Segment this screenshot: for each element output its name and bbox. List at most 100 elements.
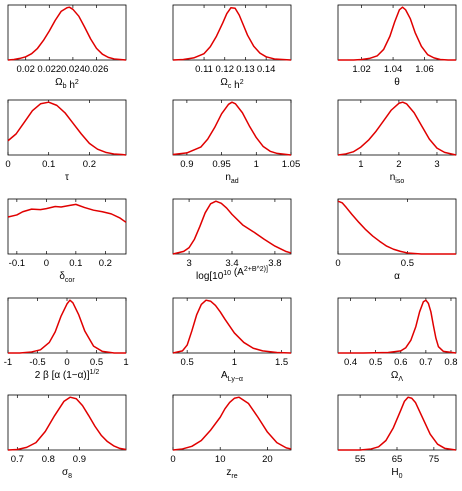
panel-3: 1.02 1.04 1.06 θ [337, 4, 457, 88]
axis-label: zre [226, 467, 237, 480]
axis-label: Ωc h2 [220, 77, 243, 91]
panel-1: 0.02 0.022 0.024 0.026 Ωb h2 [7, 4, 127, 91]
tick-label: -1 [4, 357, 12, 368]
tick-label: 1 [254, 159, 259, 170]
posterior-curve [7, 101, 127, 156]
tick-label: 0.8 [444, 357, 457, 368]
panel-frame [337, 297, 457, 354]
axis-label: log[1010 (A2+B^2)] [196, 266, 268, 282]
posterior-curve [338, 299, 457, 354]
tick-label: 1.5 [275, 357, 288, 368]
tick-label: 20 [262, 454, 273, 465]
tick-label: 0.7 [11, 454, 24, 465]
panel-frame [337, 198, 457, 255]
tick-label: 0.5 [369, 357, 382, 368]
tick-label: 0.2 [99, 258, 112, 269]
axis-label: τ [65, 172, 69, 183]
axis-label: H0 [391, 467, 402, 480]
posterior-curve [172, 396, 292, 451]
tick-label: 0.8 [42, 454, 55, 465]
tick-label: 3 [186, 258, 191, 269]
panel-frame [7, 4, 127, 61]
tick-label: 1.06 [415, 64, 434, 75]
tick-label: 0.12 [216, 64, 235, 75]
tick-label: 0.02 [16, 64, 35, 75]
tick-label: 0 [335, 258, 340, 269]
axis-label: σ8 [62, 467, 72, 480]
tick-label: 0.5 [401, 258, 414, 269]
tick-label: 0.14 [257, 64, 276, 75]
axis-label: 2 β [α (1−α)]1/2 [35, 369, 100, 381]
tick-label: 1.02 [352, 64, 371, 75]
tick-label: 0 [64, 357, 69, 368]
panel-10: -1 -0.5 0 0.5 1 2 β [α (1−α)]1/2 [4, 297, 129, 381]
panel-7: -0.1 0 0.1 0.2 δcor [7, 198, 127, 284]
tick-label: 0.024 [61, 64, 85, 75]
tick-label: 0.13 [236, 64, 255, 75]
panel-15: 55 65 75 H0 [337, 394, 457, 480]
posterior-curve [337, 200, 456, 255]
panel-6: 1 2 3 niso [337, 99, 457, 185]
tick-label: 3 [434, 159, 439, 170]
tick-label: 65 [392, 454, 403, 465]
tick-label: 0.022 [37, 64, 61, 75]
posterior-curve [172, 299, 292, 354]
tick-label: 0.5 [90, 357, 103, 368]
posterior-curve [338, 6, 456, 61]
axis-label: niso [390, 172, 405, 185]
posterior-curve [172, 200, 292, 255]
tick-label: 0.026 [85, 64, 109, 75]
panel-frame [172, 394, 292, 451]
axis-label: Ωb h2 [55, 77, 79, 91]
panel-frame [7, 198, 127, 255]
axis-label: δcor [59, 271, 75, 284]
tick-label: 0.11 [195, 64, 213, 75]
tick-label: 55 [355, 454, 366, 465]
panel-4: 0 0.1 0.2 τ [5, 99, 127, 183]
tick-label: 0.6 [394, 357, 407, 368]
tick-label: 0 [170, 454, 175, 465]
tick-label: -0.5 [29, 357, 45, 368]
panel-frame [337, 4, 457, 61]
tick-label: 0.5 [181, 357, 194, 368]
tick-label: 2 [396, 159, 401, 170]
panel-5: 0.9 0.95 1 1.05 nad [172, 99, 301, 185]
posterior-curve [172, 101, 292, 156]
panel-11: 0.5 1 1.5 ALy−α [172, 297, 292, 383]
panel-frame [7, 297, 127, 354]
tick-label: 0.9 [180, 159, 193, 170]
tick-label: 1 [123, 357, 128, 368]
panel-13: 0.7 0.8 0.9σ8 [7, 394, 127, 480]
tick-label: 10 [215, 454, 226, 465]
posterior-curve [7, 396, 127, 451]
axis-label: α [394, 271, 400, 282]
tick-label: 1.04 [384, 64, 403, 75]
tick-label: -0.1 [9, 258, 25, 269]
tick-label: 0.4 [344, 357, 357, 368]
panel-frame [172, 99, 292, 156]
tick-label: 3.8 [268, 258, 281, 269]
posterior-curve [337, 101, 457, 156]
panel-frame [172, 4, 292, 61]
panel-frame [172, 297, 292, 354]
panel-12: 0.4 0.5 0.6 0.7 0.8 ΩΛ [337, 297, 458, 383]
posterior-curve [7, 6, 127, 61]
tick-label: 0.95 [212, 159, 231, 170]
posterior-curve [8, 299, 126, 354]
panel-frame [337, 394, 457, 451]
axis-label: θ [394, 77, 400, 88]
posterior-curve [172, 6, 292, 61]
panel-14: 0 10 20 zre [170, 394, 292, 480]
tick-label: 0.2 [83, 159, 96, 170]
tick-label: 1.05 [282, 159, 301, 170]
tick-label: 1 [232, 357, 237, 368]
tick-label: 3.4 [225, 258, 238, 269]
panel-9: 00.51α [335, 198, 457, 282]
tick-label: 75 [429, 454, 440, 465]
axis-label: nad [225, 172, 238, 185]
panel-frame [337, 99, 457, 156]
tick-label: 0 [44, 258, 49, 269]
axis-label: ΩΛ [391, 370, 403, 383]
